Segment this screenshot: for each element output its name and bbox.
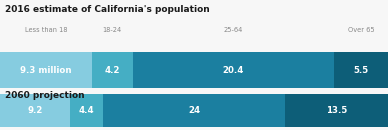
Text: 25-64: 25-64 bbox=[224, 27, 243, 32]
Text: 24: 24 bbox=[188, 106, 201, 115]
Text: 4.2: 4.2 bbox=[104, 66, 120, 75]
Text: Less than 18: Less than 18 bbox=[24, 27, 67, 32]
Bar bbox=[0, 94, 70, 127]
Bar bbox=[133, 52, 334, 88]
Text: 4.4: 4.4 bbox=[79, 106, 94, 115]
Bar bbox=[92, 52, 133, 88]
Text: Over 65: Over 65 bbox=[348, 27, 374, 32]
Text: 20.4: 20.4 bbox=[223, 66, 244, 75]
Bar bbox=[0, 52, 92, 88]
Text: 9.3 million: 9.3 million bbox=[20, 66, 71, 75]
Bar bbox=[103, 94, 286, 127]
Text: 2060 projection: 2060 projection bbox=[5, 91, 84, 100]
Text: 18-24: 18-24 bbox=[103, 27, 122, 32]
Text: 9.2: 9.2 bbox=[27, 106, 43, 115]
Bar bbox=[334, 52, 388, 88]
Bar bbox=[70, 94, 103, 127]
Text: 5.5: 5.5 bbox=[353, 66, 369, 75]
Text: 2016 estimate of California's population: 2016 estimate of California's population bbox=[5, 5, 210, 14]
Bar bbox=[286, 94, 388, 127]
Text: 13.5: 13.5 bbox=[326, 106, 347, 115]
